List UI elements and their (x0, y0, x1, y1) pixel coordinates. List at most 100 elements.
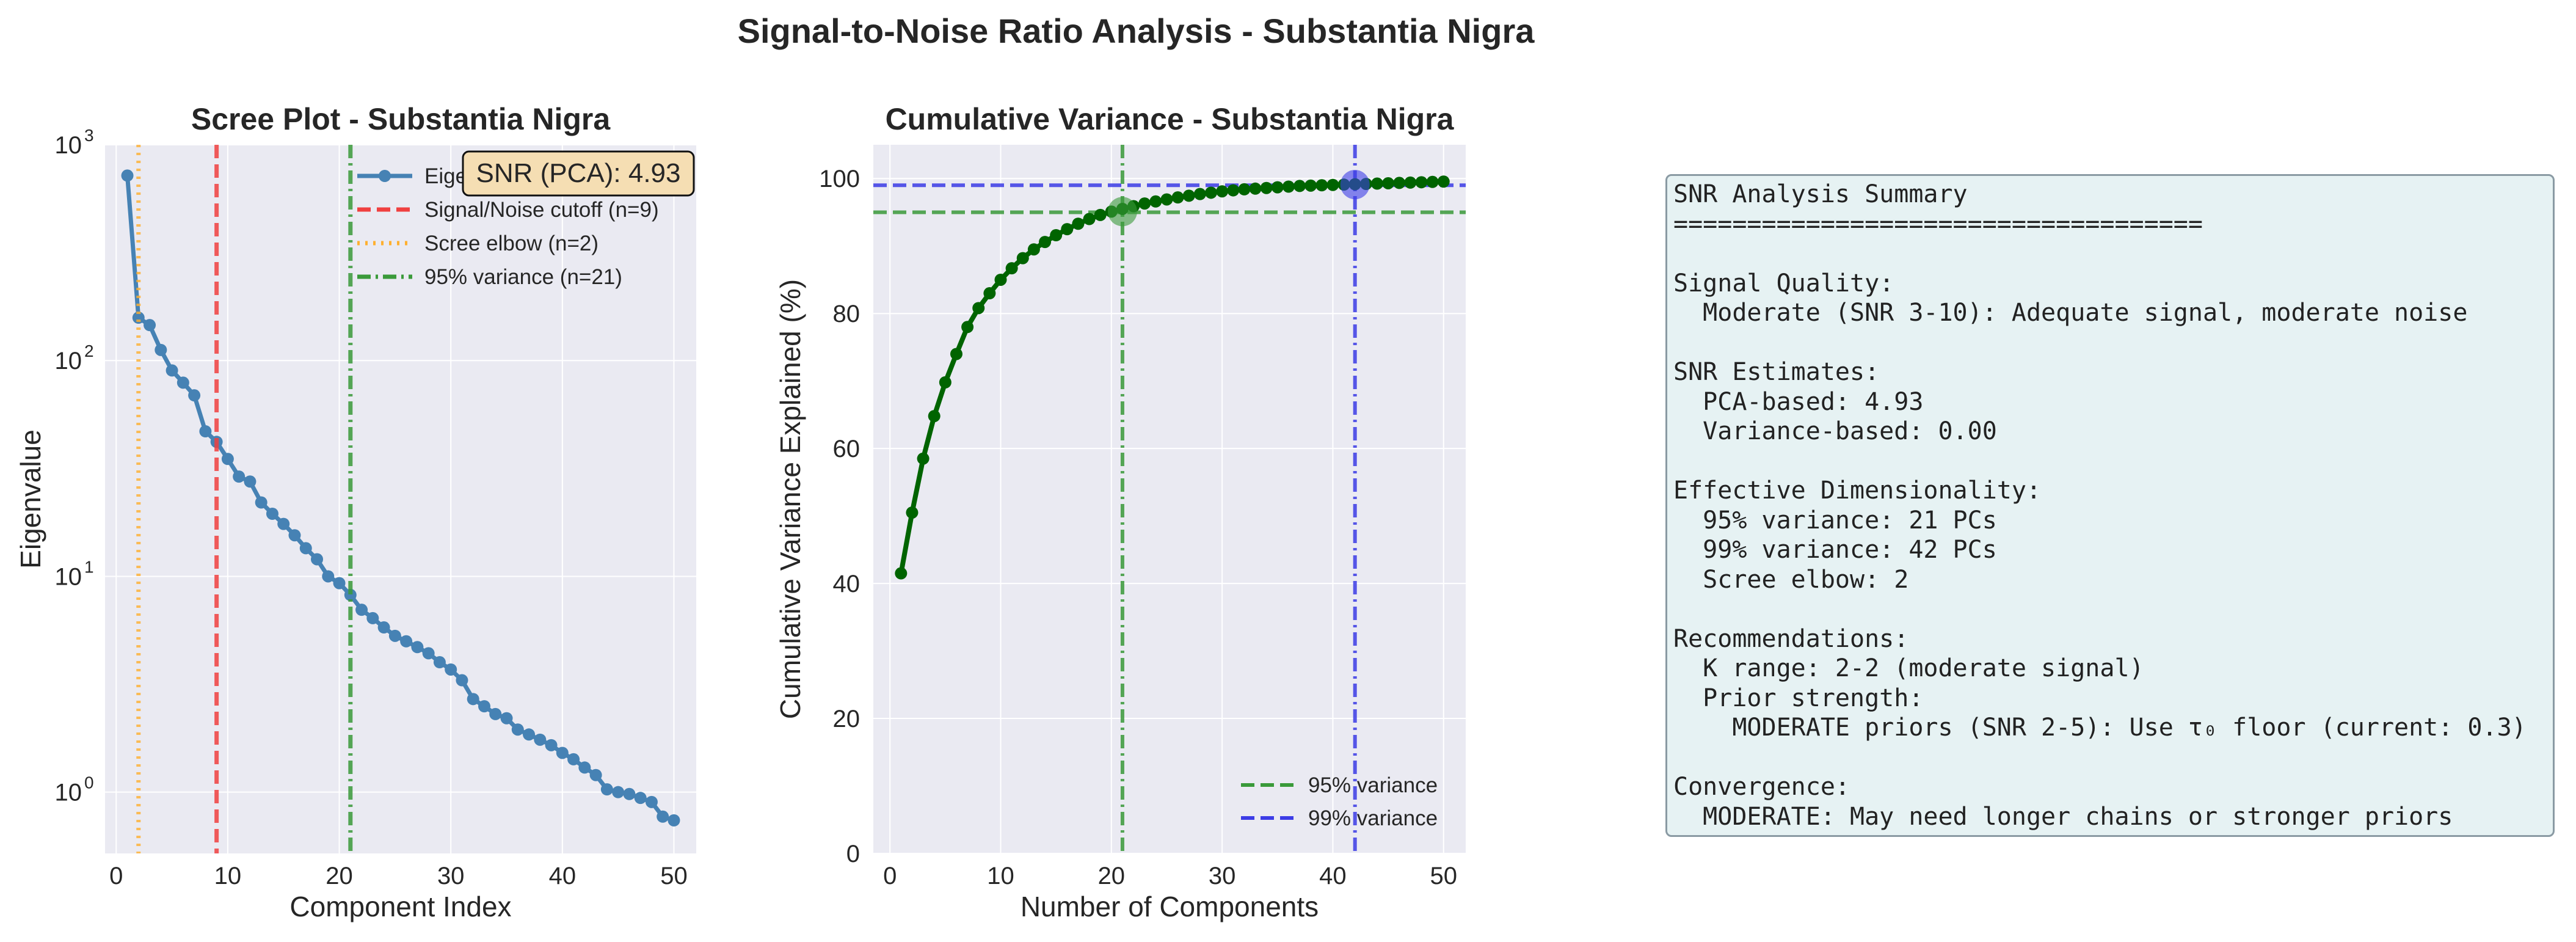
scree-eigenvalue-point (534, 733, 547, 746)
cumvar-point (994, 273, 1007, 286)
cumvar-point (1260, 181, 1273, 194)
scree-y-tick-label: 10 (55, 132, 82, 159)
cumvar-point (1249, 182, 1262, 195)
summary-line: Convergence: (1673, 773, 1850, 801)
summary-line: Variance-based: 0.00 (1673, 417, 1997, 445)
cumvar-point (1393, 177, 1406, 189)
scree-eigenvalue-point (322, 570, 335, 583)
cumvar-ylabel: Cumulative Variance Explained (%) (774, 279, 806, 719)
scree-eigenvalue-point (657, 810, 669, 823)
cumvar-point (1160, 193, 1173, 206)
cumvar-point (928, 410, 941, 423)
cumvar-y-tick-label: 40 (833, 571, 860, 597)
snr-summary-text: SNR Analysis Summary ===================… (1673, 180, 2553, 831)
cumvar-x-tick-label: 10 (987, 863, 1014, 889)
cumvar-point (1061, 223, 1074, 236)
cumvar-point (895, 567, 908, 580)
summary-line: SNR Analysis Summary (1673, 180, 1968, 208)
scree-eigenvalue-point (188, 389, 201, 402)
summary-line: Prior strength: (1673, 684, 1924, 712)
cumvar-point (1426, 175, 1439, 188)
scree-y-tick-base: 10 (55, 132, 82, 159)
scree-x-tick-label: 40 (549, 863, 577, 889)
scree-axes-background (105, 145, 696, 853)
scree-eigenvalue-point (556, 747, 569, 759)
scree-eigenvalue-point (400, 635, 413, 648)
cumvar-point (1216, 185, 1229, 198)
scree-x-tick-label: 50 (660, 863, 688, 889)
scree-eigenvalue-point (456, 674, 468, 687)
cumvar-point (906, 506, 919, 519)
scree-eigenvalue-point (467, 693, 479, 706)
cumvar-point (917, 452, 930, 465)
cumvar-point (1370, 177, 1383, 190)
cumvar-point (1138, 197, 1151, 210)
cumvar-point (1315, 179, 1328, 192)
cumvar-point (972, 302, 985, 315)
scree-eigenvalue-point (445, 663, 457, 676)
scree-eigenvalue-point (388, 629, 401, 642)
scree-eigenvalue-point (645, 795, 658, 808)
scree-eigenvalue-point (233, 470, 246, 483)
scree-y-tick-base: 10 (55, 780, 82, 806)
cumvar-x-tick-label: 40 (1319, 863, 1347, 889)
scree-eigenvalue-point (589, 769, 602, 781)
cumvar-axes-background (873, 145, 1466, 853)
summary-line: 99% variance: 42 PCs (1673, 536, 1997, 564)
cumvar-point (1083, 213, 1096, 225)
cumvar-point (1005, 262, 1018, 275)
cumvar-point (1149, 195, 1162, 208)
scree-eigenvalue-point (600, 783, 613, 796)
scree-y-tick-base: 10 (55, 348, 82, 374)
scree-eigenvalue-point (277, 517, 290, 530)
cumvar-point (1326, 178, 1339, 191)
scree-eigenvalue-point (199, 425, 212, 438)
scree-legend-marker (379, 170, 391, 182)
scree-eigenvalue-point (411, 641, 424, 654)
scree-legend-label: Signal/Noise cutoff (n=9) (424, 198, 659, 222)
scree-eigenvalue-point (355, 604, 368, 616)
summary-line: PCA-based: 4.93 (1673, 387, 1924, 416)
cumvar-point (939, 376, 951, 389)
scree-eigenvalue-point (511, 723, 524, 736)
scree-eigenvalue-point (266, 508, 278, 520)
cumvar-point (1404, 176, 1417, 189)
cumvar-point (1238, 183, 1251, 195)
scree-eigenvalue-point (144, 319, 156, 332)
scree-eigenvalue-point (132, 312, 145, 324)
summary-line: Moderate (SNR 3-10): Adequate signal, mo… (1673, 299, 2468, 327)
scree-eigenvalue-point (366, 612, 379, 624)
scree-x-tick-label: 30 (437, 863, 465, 889)
cumvar-y-tick-label: 80 (833, 301, 860, 327)
cumvar-point (1193, 188, 1206, 200)
scree-y-tick-exponent: 0 (84, 773, 94, 792)
cumvar-point (983, 287, 996, 300)
cumvar-point (1016, 252, 1029, 265)
scree-eigenvalue-point (221, 453, 234, 466)
cumvar-point (1293, 180, 1306, 192)
scree-snr-badge (462, 150, 695, 197)
cumvar-point (1050, 229, 1063, 242)
scree-plot: 01020304050100101102103EigenvaluesSignal… (15, 102, 696, 922)
cumvar-point (1027, 243, 1040, 256)
scree-eigenvalue-point (333, 577, 346, 590)
cumvar-legend-label: 99% variance (1308, 806, 1438, 830)
scree-y-tick-exponent: 3 (84, 126, 94, 145)
figure-suptitle: Signal-to-Noise Ratio Analysis - Substan… (737, 12, 1535, 50)
scree-xlabel: Component Index (289, 891, 511, 922)
cumvar-legend-label: 95% variance (1308, 773, 1438, 797)
cumvar-y-tick-label: 100 (819, 166, 860, 192)
cumvar-x-tick-label: 20 (1098, 863, 1126, 889)
snr-summary-box: SNR Analysis Summary ===================… (1665, 174, 2555, 837)
scree-eigenvalue-point (344, 588, 357, 601)
scree-eigenvalue-point (299, 542, 312, 555)
cumvar-point (961, 321, 974, 334)
cumvar-y-tick-label: 60 (833, 436, 860, 462)
cumvar-point (1304, 179, 1317, 192)
cumvar-point (1094, 208, 1107, 221)
cumvar-point (1039, 236, 1052, 249)
scree-eigenvalue-point (121, 169, 134, 182)
scree-x-tick-label: 0 (109, 863, 123, 889)
scree-legend-label: 95% variance (n=21) (424, 265, 622, 289)
